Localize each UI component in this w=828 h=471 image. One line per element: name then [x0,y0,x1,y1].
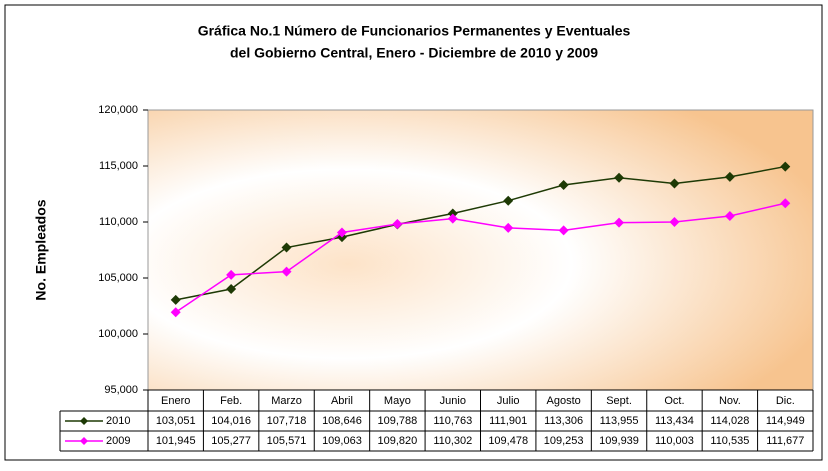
data-label: 111,901 [489,415,527,427]
marker [780,198,791,209]
data-label: 107,718 [267,415,307,427]
data-label: 108,646 [322,415,362,427]
marker [669,178,680,189]
marker [669,216,680,227]
x-tick-label: Nov. [719,395,741,407]
x-tick-label: Julio [497,395,520,407]
marker [724,211,735,222]
data-label: 110,535 [710,435,749,447]
data-label: 109,063 [322,435,362,447]
y-tick-label: 105,000 [98,272,138,284]
x-tick-label: Mayo [384,395,411,407]
chart-title: Gráfica No.1 Número de Funcionarios Perm… [198,23,631,39]
marker [614,172,625,183]
data-label: 113,434 [655,415,694,427]
marker [281,266,292,277]
marker [780,161,791,172]
x-tick-label: Oct. [664,395,684,407]
y-tick-label: 100,000 [98,328,138,340]
chart-title: del Gobierno Central, Enero - Diciembre … [230,45,598,61]
marker [503,222,514,233]
legend-marker [80,437,88,445]
data-label: 109,478 [488,435,528,447]
series-line [175,202,786,313]
data-label: 109,939 [599,435,639,447]
marker [170,294,181,305]
data-label: 113,306 [544,415,583,427]
data-label: 110,003 [655,435,694,447]
plot-area [147,109,814,391]
x-tick-label: Abril [331,395,353,407]
y-tick-label: 110,000 [99,216,138,228]
marker [724,171,735,182]
marker [447,213,458,224]
marker [558,179,569,190]
data-label: 113,955 [600,415,639,427]
legend-label: 2010 [106,415,130,427]
marker [558,225,569,236]
data-label: 105,277 [211,435,251,447]
data-label: 104,016 [211,415,251,427]
y-tick-label: 95,000 [104,384,138,396]
marker [614,217,625,228]
data-label: 101,945 [156,435,196,447]
data-label: 103,051 [156,415,196,427]
data-label: 114,949 [766,415,805,427]
x-tick-label: Junio [440,395,466,407]
marker [447,208,458,219]
marker [336,227,347,238]
legend-marker [80,417,88,425]
x-tick-label: Enero [161,395,190,407]
x-tick-label: Sept. [606,395,632,407]
data-label: 109,253 [544,435,584,447]
series-line [175,165,786,301]
marker [226,269,237,280]
marker [503,195,514,206]
marker [170,307,181,318]
marker [281,242,292,253]
marker [392,219,403,230]
x-tick-label: Agosto [547,395,581,407]
y-axis-label: No. Empleados [33,199,49,300]
x-tick-label: Marzo [271,395,302,407]
marker [226,284,237,295]
data-label: 114,028 [710,415,749,427]
data-label: 110,302 [433,435,472,447]
data-label: 109,788 [377,415,417,427]
y-tick-label: 115,000 [99,160,138,172]
data-label: 110,763 [433,415,472,427]
x-tick-label: Feb. [220,395,242,407]
data-label: 105,571 [267,435,307,447]
data-label: 109,820 [377,435,417,447]
legend-label: 2009 [106,435,130,447]
data-label: 111,677 [766,435,804,447]
x-tick-label: Dic. [776,395,795,407]
y-tick-label: 120,000 [98,104,138,116]
